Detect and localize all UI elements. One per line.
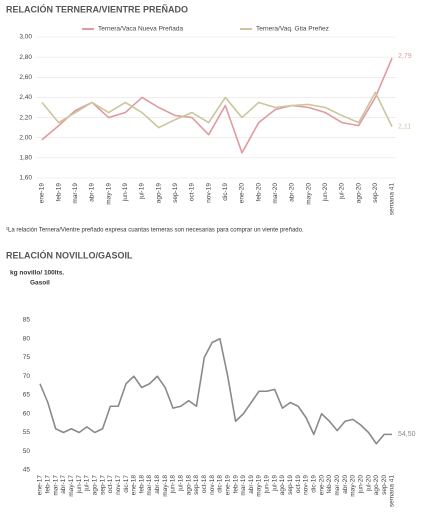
x-tick-label: jun-18 bbox=[170, 475, 177, 494]
data-label: 2,79 bbox=[398, 53, 412, 60]
x-tick-label: may-18 bbox=[162, 475, 169, 497]
x-tick-label: nov-19 bbox=[205, 183, 212, 203]
x-tick-label: dic-19 bbox=[222, 183, 229, 201]
y-tick-label: 1,80 bbox=[19, 155, 32, 162]
y-tick-label: 85 bbox=[23, 317, 31, 324]
y-axis-label: kg novillo/ 100lts. bbox=[10, 270, 64, 277]
x-tick-label: jul-18 bbox=[178, 475, 185, 492]
y-tick-label: 3,00 bbox=[19, 34, 32, 41]
x-tick-label: mar-17 bbox=[52, 475, 59, 496]
x-tick-label: mar-19 bbox=[240, 475, 247, 496]
x-tick-label: sep-19 bbox=[287, 475, 294, 495]
x-tick-label: semana 41 bbox=[389, 475, 396, 508]
y-tick-label: 2,00 bbox=[19, 134, 32, 141]
x-tick-label: feb-20 bbox=[255, 183, 262, 202]
x-tick-label: abr-19 bbox=[89, 183, 96, 202]
x-tick-label: mar-20 bbox=[272, 183, 279, 204]
x-tick-label: semana 41 bbox=[389, 183, 396, 216]
x-tick-label: sep-17 bbox=[99, 475, 106, 495]
x-tick-label: jul-20 bbox=[365, 475, 372, 492]
x-tick-label: sep-18 bbox=[193, 475, 200, 495]
y-tick-label: 80 bbox=[23, 335, 31, 342]
y-tick-label: 2,40 bbox=[19, 94, 32, 101]
x-tick-label: oct-18 bbox=[201, 475, 208, 493]
legend-label: Ternera/Vaca Nueva Preñada bbox=[98, 26, 184, 33]
x-tick-label: mar-20 bbox=[334, 475, 341, 496]
data-label: 54,50 bbox=[398, 431, 416, 438]
x-tick-label: oct-19 bbox=[189, 183, 196, 201]
x-tick-label: jul-20 bbox=[339, 183, 346, 200]
x-tick-label: may-20 bbox=[305, 183, 312, 205]
x-tick-label: jun-20 bbox=[357, 475, 364, 494]
y-tick-label: 1,60 bbox=[19, 175, 32, 182]
x-tick-label: ago-19 bbox=[279, 475, 286, 496]
x-tick-label: ene-17 bbox=[37, 475, 44, 496]
series-line bbox=[41, 57, 393, 154]
x-tick-label: oct-19 bbox=[295, 475, 302, 493]
x-tick-label: ago-20 bbox=[355, 183, 362, 204]
x-tick-label: jun-19 bbox=[122, 183, 129, 202]
y-tick-label: 2,80 bbox=[19, 54, 32, 61]
x-tick-label: mar-19 bbox=[72, 183, 79, 204]
x-tick-label: may-19 bbox=[105, 183, 112, 205]
x-tick-label: ene-20 bbox=[239, 183, 246, 204]
x-tick-label: dic-19 bbox=[310, 475, 317, 493]
x-tick-label: jul-19 bbox=[139, 183, 146, 200]
x-tick-label: oct-17 bbox=[107, 475, 114, 493]
x-tick-label: jul-19 bbox=[271, 475, 278, 492]
y-tick-label: 2,20 bbox=[19, 114, 32, 121]
x-tick-label: ene-18 bbox=[131, 475, 138, 496]
y-tick-label: 55 bbox=[23, 429, 31, 436]
x-tick-label: feb-19 bbox=[232, 475, 239, 494]
series-line bbox=[41, 91, 393, 129]
x-tick-label: jun-20 bbox=[322, 183, 329, 202]
x-tick-label: ago-17 bbox=[91, 475, 98, 496]
x-tick-label: ene-20 bbox=[318, 475, 325, 496]
x-tick-label: abr-20 bbox=[342, 475, 349, 494]
x-tick-label: abr-19 bbox=[248, 475, 255, 494]
x-tick-label: nov-17 bbox=[115, 475, 122, 495]
x-tick-label: ago-19 bbox=[155, 183, 162, 204]
x-tick-label: ago-18 bbox=[185, 475, 192, 496]
chart-title: RELACIÓN TERNERA/VIENTRE PREÑADO bbox=[6, 3, 188, 14]
y-tick-label: 60 bbox=[23, 410, 31, 417]
x-tick-label: nov-18 bbox=[209, 475, 216, 495]
x-tick-label: feb-20 bbox=[326, 475, 333, 494]
x-tick-label: feb-17 bbox=[45, 475, 52, 494]
x-tick-label: nov-19 bbox=[303, 475, 310, 495]
x-tick-label: sep-19 bbox=[172, 183, 179, 203]
y-tick-label: 75 bbox=[23, 354, 31, 361]
x-tick-label: ene-19 bbox=[224, 475, 231, 496]
legend-label: Ternera/Vaq. Gtia Preñez bbox=[256, 26, 329, 33]
x-tick-label: feb-19 bbox=[55, 183, 62, 202]
x-tick-label: jul-17 bbox=[84, 475, 91, 492]
y-axis-label: Gasoil bbox=[30, 280, 50, 287]
x-tick-label: abr-18 bbox=[154, 475, 161, 494]
x-tick-label: dic-17 bbox=[123, 475, 130, 493]
y-tick-label: 65 bbox=[23, 392, 31, 399]
x-tick-label: dic-18 bbox=[217, 475, 224, 493]
data-label: 2,11 bbox=[398, 123, 411, 130]
chart-title: RELACIÓN NOVILLO/GASOIL bbox=[6, 249, 133, 260]
x-tick-label: mar-18 bbox=[146, 475, 153, 496]
footnote: ¹La relación Ternera/Vientre preñado exp… bbox=[6, 228, 304, 234]
x-tick-label: jun-19 bbox=[264, 475, 271, 494]
x-tick-label: abr-17 bbox=[60, 475, 67, 494]
y-tick-label: 2,60 bbox=[19, 74, 32, 81]
y-tick-label: 50 bbox=[23, 448, 31, 455]
x-tick-label: ago-20 bbox=[373, 475, 380, 496]
series-line bbox=[39, 337, 392, 445]
x-tick-label: feb-18 bbox=[138, 475, 145, 494]
x-tick-label: abr-20 bbox=[289, 183, 296, 202]
x-tick-label: may-19 bbox=[256, 475, 263, 497]
x-tick-label: jun-17 bbox=[76, 475, 83, 494]
x-tick-label: sep-20 bbox=[372, 183, 379, 203]
x-tick-label: sep-20 bbox=[381, 475, 388, 495]
x-tick-label: ene-19 bbox=[39, 183, 46, 204]
x-tick-label: may-20 bbox=[350, 475, 357, 497]
x-tick-label: may-17 bbox=[68, 475, 75, 497]
y-tick-label: 70 bbox=[23, 373, 31, 380]
y-tick-label: 45 bbox=[23, 467, 31, 474]
